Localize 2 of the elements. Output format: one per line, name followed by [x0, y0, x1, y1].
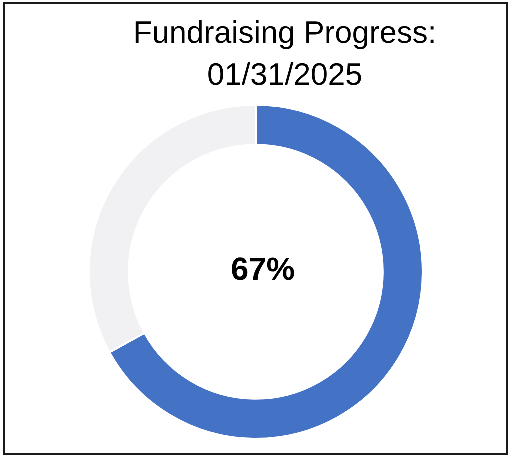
text: 67%	[230, 250, 296, 289]
chart-title: Fundraising Progress: 01/31/2025	[132, 14, 438, 94]
